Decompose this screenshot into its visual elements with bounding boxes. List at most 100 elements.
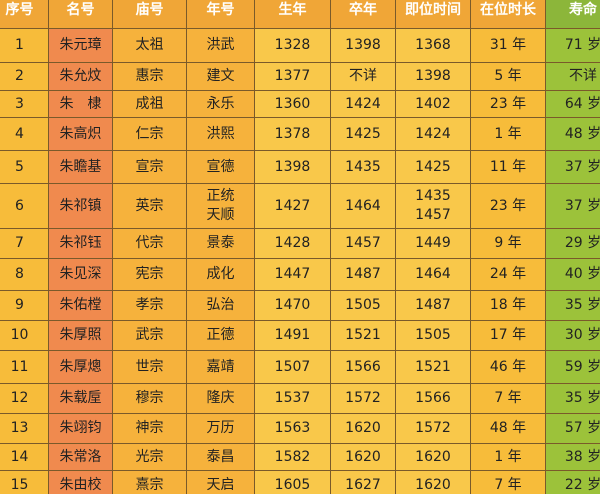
table-cell: 隆庆 — [186, 383, 255, 414]
table-cell: 1620 — [395, 443, 471, 471]
table-cell: 40 岁 — [545, 258, 600, 291]
table-cell: 12 — [0, 383, 49, 414]
table-cell: 洪熙 — [186, 117, 255, 151]
table-cell: 1505 — [330, 290, 396, 321]
table-cell: 弘治 — [186, 290, 255, 321]
table-cell: 1620 — [330, 413, 396, 444]
table-cell: 穆宗 — [112, 383, 187, 414]
table-cell: 1447 — [254, 258, 331, 291]
table-cell: 18 年 — [470, 290, 546, 321]
table-cell: 1425 — [330, 117, 396, 151]
table-cell: 35 岁 — [545, 290, 600, 321]
table-cell: 朱佑樘 — [48, 290, 113, 321]
header-cell: 序号 — [0, 0, 49, 29]
header-row: 序号 名号 庙号 年号 生年 卒年 即位时间 在位时长 寿命 — [0, 0, 600, 29]
table-cell: 宣德 — [186, 150, 255, 184]
table-cell: 1505 — [395, 320, 471, 351]
table-cell: 1457 — [330, 228, 396, 259]
table-cell: 不详 — [330, 62, 396, 91]
table-cell: 24 年 — [470, 258, 546, 291]
table-cell: 太祖 — [112, 28, 187, 63]
table-cell: 光宗 — [112, 443, 187, 471]
table-cell: 惠宗 — [112, 62, 187, 91]
table-cell: 景泰 — [186, 228, 255, 259]
table-row: 2 朱允炆 惠宗 建文 1377 不详 1398 5 年不详 — [0, 62, 600, 91]
table-cell: 泰昌 — [186, 443, 255, 471]
table-cell: 1470 — [254, 290, 331, 321]
table-cell: 3 — [0, 90, 49, 118]
table-cell: 朱元璋 — [48, 28, 113, 63]
table-cell: 14 — [0, 443, 49, 471]
table-cell: 15 — [0, 470, 49, 494]
table-cell: 朱厚熜 — [48, 350, 113, 384]
table-row: 12 朱载垕 穆宗 隆庆 1537 1572 1566 7 年 35 岁 — [0, 383, 600, 414]
table-cell: 朱允炆 — [48, 62, 113, 91]
table-cell: 7 年 — [470, 470, 546, 494]
table-cell: 48 岁 — [545, 117, 600, 151]
table-cell: 29 岁 — [545, 228, 600, 259]
table-cell: 1435 — [330, 150, 396, 184]
table-cell: 1566 — [330, 350, 396, 384]
table-cell: 5 — [0, 150, 49, 184]
table-cell: 37 岁 — [545, 150, 600, 184]
table-cell: 11 — [0, 350, 49, 384]
table-cell: 1 — [0, 28, 49, 63]
cell-line: 1457 — [415, 207, 451, 223]
table-row: 10 朱厚照 武宗 正德 1491 1521 1505 17 年 30 岁 — [0, 320, 600, 351]
table-cell: 1398 — [254, 150, 331, 184]
table-body: 1 朱元璋 太祖 洪武 1328 1398 1368 31 年 71 岁 2 朱允炆 惠宗 建文 1377… — [0, 28, 600, 494]
table-row: 9 朱佑樘 孝宗 弘治 1470 1505 1487 18 年 35 岁 — [0, 290, 600, 321]
table-cell: 38 岁 — [545, 443, 600, 471]
table-cell: 11 年 — [470, 150, 546, 184]
table-cell: 23 年 — [470, 183, 546, 229]
table-cell: 世宗 — [112, 350, 187, 384]
table-cell: 1424 — [395, 117, 471, 151]
table-cell: 神宗 — [112, 413, 187, 444]
table-cell: 8 — [0, 258, 49, 291]
table-cell: 37 岁 — [545, 183, 600, 229]
table-cell: 57 岁 — [545, 413, 600, 444]
table-cell: 朱瞻基 — [48, 150, 113, 184]
table-cell: 1487 — [330, 258, 396, 291]
table-cell: 64 岁 — [545, 90, 600, 118]
header-cell: 即位时间 — [395, 0, 471, 29]
table-cell: 不详 — [545, 62, 600, 91]
table-cell: 1537 — [254, 383, 331, 414]
table-cell: 1425 — [395, 150, 471, 184]
table-cell: 孝宗 — [112, 290, 187, 321]
table-cell: 1377 — [254, 62, 331, 91]
table-cell: 1360 — [254, 90, 331, 118]
table-cell: 1507 — [254, 350, 331, 384]
table-cell: 永乐 — [186, 90, 255, 118]
table-cell: 1566 — [395, 383, 471, 414]
table-cell: 宣宗 — [112, 150, 187, 184]
table-cell: 1521 — [395, 350, 471, 384]
table-cell: 1428 — [254, 228, 331, 259]
header-cell: 年号 — [186, 0, 255, 29]
table-cell: 10 — [0, 320, 49, 351]
table-cell: 1563 — [254, 413, 331, 444]
table-row: 5 朱瞻基 宣宗 宣德 1398 1435 1425 11 年 37 岁 — [0, 150, 600, 184]
table-row: 14 朱常洛 光宗 泰昌 1582 1620 1620 1 年 38 岁 — [0, 443, 600, 471]
table-cell: 1521 — [330, 320, 396, 351]
table-cell: 朱厚照 — [48, 320, 113, 351]
table-cell: 7 — [0, 228, 49, 259]
table-cell: 朱翊钧 — [48, 413, 113, 444]
table-cell: 59 岁 — [545, 350, 600, 384]
table-cell: 朱祁镇 — [48, 183, 113, 229]
cell-line: 1435 — [415, 188, 451, 204]
table-cell: 正德 — [186, 320, 255, 351]
table-cell: 9 年 — [470, 228, 546, 259]
table-cell: 1620 — [330, 443, 396, 471]
table-row: 15 朱由校 熹宗 天启 1605 1627 1620 7 年 22 岁 — [0, 470, 600, 494]
table-cell: 朱常洛 — [48, 443, 113, 471]
table-cell: 46 年 — [470, 350, 546, 384]
table-row: 11 朱厚熜 世宗 嘉靖 1507 1566 1521 46 年 59 岁 — [0, 350, 600, 384]
table-cell: 1627 — [330, 470, 396, 494]
table-cell: 1398 — [395, 62, 471, 91]
table-cell: 正统 天顺 — [186, 183, 255, 229]
table-cell: 1620 — [395, 470, 471, 494]
